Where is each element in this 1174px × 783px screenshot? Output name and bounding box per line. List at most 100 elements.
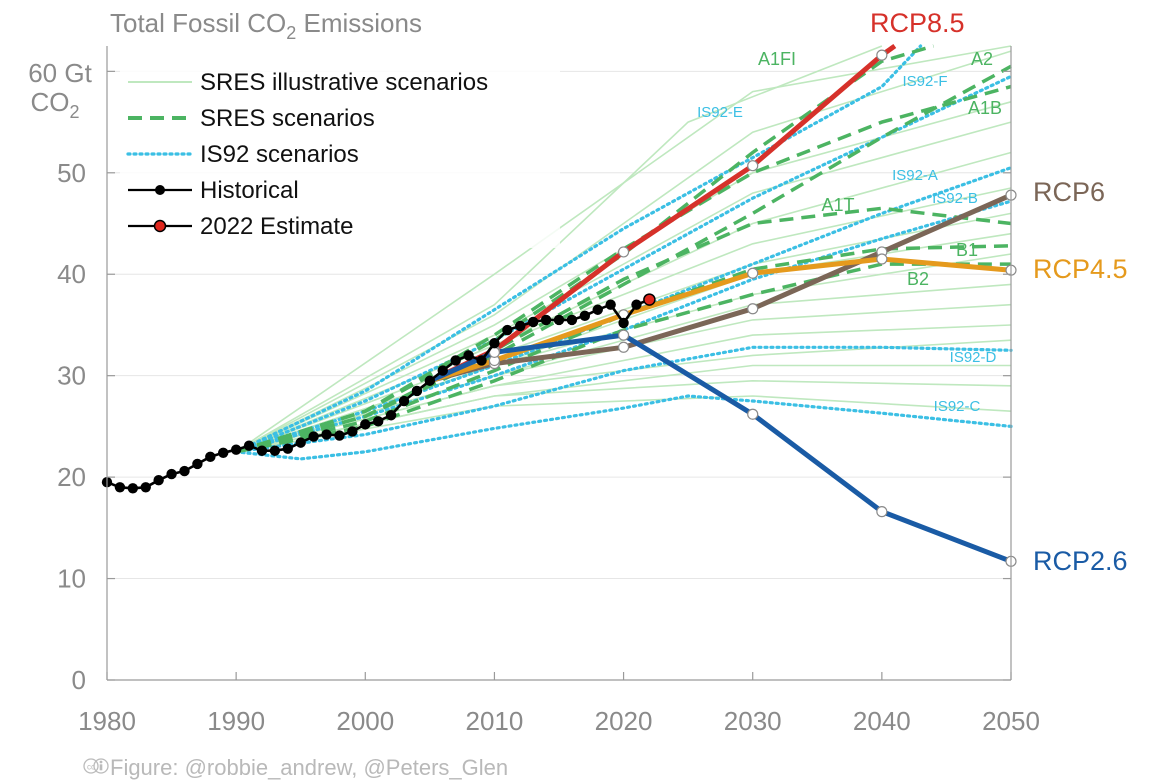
y-tick-label: 0: [72, 665, 86, 695]
rcp-label-rcp8-5: RCP8.5: [870, 8, 965, 38]
rcp-point-rcp2-6: [617, 329, 630, 341]
is92-line-is92-c: [234, 394, 1013, 461]
historical-point: [140, 482, 151, 493]
historical-point: [618, 317, 629, 329]
is92-label-is92-e: IS92-E: [697, 104, 743, 121]
historical-point: [373, 416, 384, 427]
legend-item-2022-estimate: 2022 Estimate: [128, 213, 353, 240]
historical-point: [515, 320, 526, 332]
historical-point: [114, 482, 126, 493]
rcp-point-rcp4-5: [747, 267, 759, 279]
series-labels: IS92-E IS92-F IS92-A IS92-B IS92-D IS92-C A1FI…: [697, 8, 1127, 576]
is92-line-is92-f: [234, 74, 1013, 454]
sres-illustrative-line: [235, 187, 1012, 453]
historical-point: [166, 468, 177, 480]
historical-point: [476, 355, 487, 366]
sres-label-a1t: A1T: [821, 195, 854, 215]
historical-point: [269, 445, 281, 456]
historical-point: [450, 355, 461, 366]
legend-background: [120, 58, 560, 248]
is92-label-is92-c: IS92-C: [934, 398, 981, 415]
is92-label-is92-b: IS92-B: [932, 190, 978, 207]
y-axis-unit-co2: CO2: [30, 87, 79, 122]
sres-illustrative-line: [235, 45, 883, 453]
historical-point: [256, 445, 268, 456]
rcp-point-rcp4-5: [876, 253, 888, 265]
historical-point: [308, 431, 319, 442]
historical-point: [127, 483, 139, 494]
is92-label-is92-d: IS92-D: [950, 349, 997, 366]
historical-point: [192, 458, 203, 470]
sres-label-a2: A2: [971, 49, 993, 69]
legend-label: 2022 Estimate: [200, 213, 353, 240]
y-tick-label: 20: [57, 462, 86, 492]
rcp-label-rcp2-6: RCP2.6: [1033, 546, 1128, 576]
rcp-label-rcp6: RCP6: [1033, 177, 1105, 207]
historical-point: [218, 447, 229, 458]
is92-line-is92-d: [234, 345, 1013, 454]
historical-point: [463, 350, 474, 361]
axes: 1980 1990 2000 2010 2020 2030 2040 205001020304…: [57, 46, 1040, 736]
historical-point: [502, 324, 513, 336]
y-tick-label: 40: [57, 259, 86, 289]
y-axis-unit: 60 Gt: [28, 58, 92, 88]
cc-by-icon: cc: [83, 758, 109, 774]
historical-point: [489, 338, 500, 349]
x-tick-label: 2050: [982, 706, 1040, 736]
sres-label-a1b: A1B: [968, 98, 1002, 118]
rcp-point-rcp8-5: [617, 246, 630, 258]
rcp-point-rcp8-5: [876, 49, 888, 61]
historical-point: [385, 410, 397, 421]
rcp-point-rcp2-6: [876, 506, 888, 518]
estimate-2022-point: [643, 293, 656, 306]
historical-point: [566, 314, 578, 326]
rcp-point-rcp6: [747, 303, 759, 315]
historical-point: [398, 395, 410, 407]
x-tick-label: 2010: [466, 706, 524, 736]
rcp-point-rcp8-5: [747, 160, 759, 172]
legend: SRES illustrative scenarios SRES scenario…: [126, 69, 488, 240]
legend-label: SRES illustrative scenarios: [200, 69, 488, 96]
sres-illustrative-line: [235, 121, 1012, 453]
chart-title: Total Fossil CO2 Emissions: [110, 8, 422, 43]
legend-item-historical: Historical: [128, 177, 299, 204]
historical-point: [179, 465, 190, 477]
x-tick-label: 2000: [336, 706, 394, 736]
legend-label: IS92 scenarios: [200, 141, 359, 168]
legend-swatch-marker: [153, 219, 167, 233]
rcp-point-rcp6: [617, 341, 630, 353]
historical-point: [205, 451, 216, 463]
historical-series: [101, 293, 656, 494]
legend-item-is92-scenarios: IS92 scenarios: [126, 141, 359, 168]
legend-label: SRES scenarios: [200, 105, 375, 132]
historical-point: [295, 437, 306, 448]
historical-point: [282, 443, 293, 454]
legend-swatch-marker: [155, 185, 165, 195]
historical-point: [579, 310, 591, 322]
y-tick-label: 50: [57, 158, 86, 188]
sres-label-b2: B2: [907, 269, 929, 289]
historical-point: [347, 426, 358, 437]
y-tick-label: 10: [57, 564, 86, 594]
historical-point: [321, 429, 332, 440]
historical-point: [605, 299, 616, 310]
footer-credit: cc Figure: @robbie_andrew, @Peters_Glen: [83, 755, 508, 780]
legend-item-sres-scenarios: SRES scenarios: [128, 105, 375, 132]
x-tick-label: 2040: [853, 706, 911, 736]
historical-point: [527, 316, 539, 328]
footer-credit-text: Figure: @robbie_andrew, @Peters_Glen: [110, 755, 508, 780]
legend-label: Historical: [200, 177, 299, 204]
historical-point: [631, 299, 642, 310]
historical-point: [153, 474, 164, 486]
historical-point: [334, 430, 345, 441]
legend-item-sres-illustrative-scenarios: SRES illustrative scenarios: [128, 69, 488, 96]
rcp-point-rcp2-6: [747, 408, 759, 420]
historical-point: [243, 440, 255, 451]
x-tick-label: 2020: [595, 706, 653, 736]
sres-label-b1: B1: [956, 240, 978, 260]
historical-point: [553, 314, 565, 326]
sres-illustrative-line: [235, 50, 1012, 453]
historical-point: [230, 444, 242, 455]
historical-point: [592, 304, 603, 315]
